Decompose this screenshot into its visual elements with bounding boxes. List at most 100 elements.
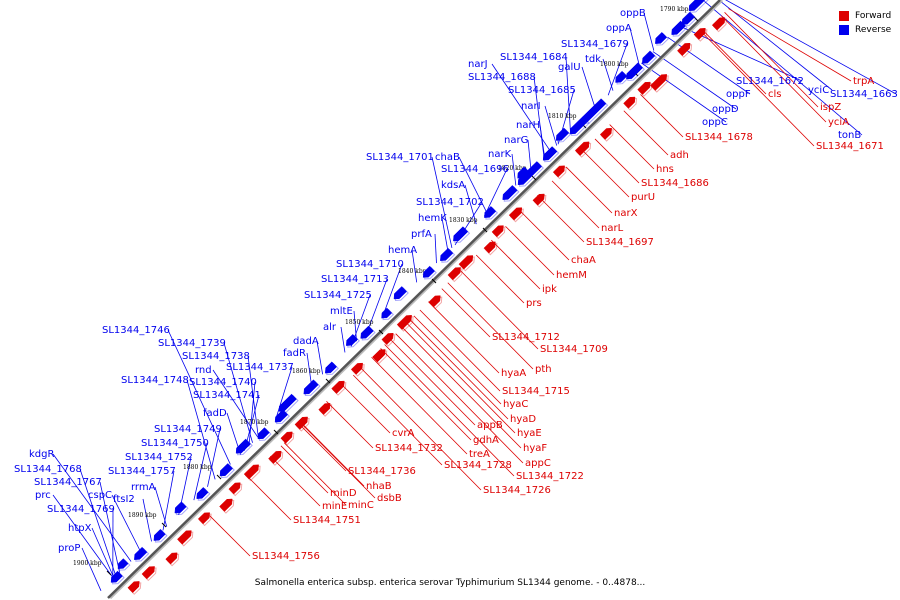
reverse-gene-label[interactable]: kdgR — [29, 449, 54, 460]
forward-gene-label[interactable]: SL1344_1756 — [252, 551, 320, 562]
forward-gene-label[interactable]: pth — [535, 364, 552, 375]
reverse-gene-label[interactable]: SL1344_1767 — [34, 477, 102, 488]
reverse-gene-label[interactable]: narI — [521, 101, 541, 112]
reverse-gene-label[interactable]: proP — [58, 543, 80, 554]
reverse-gene-label[interactable]: SL1344_1750 — [141, 438, 209, 449]
reverse-gene-label[interactable]: SL1344_1748 — [121, 375, 189, 386]
forward-gene-label[interactable]: purU — [631, 192, 655, 203]
reverse-gene-label[interactable]: dadA — [293, 336, 319, 347]
forward-gene-label[interactable]: SL1344_1712 — [492, 332, 560, 343]
reverse-gene-label[interactable]: rrmA — [131, 482, 156, 493]
reverse-gene-label[interactable]: rnd — [195, 365, 212, 376]
reverse-gene-label[interactable]: SL1344_1749 — [154, 424, 222, 435]
forward-gene-label[interactable]: hyaA — [501, 368, 526, 379]
forward-gene-label[interactable]: SL1344_1728 — [444, 460, 512, 471]
forward-gene-label[interactable]: SL1344_1726 — [483, 485, 551, 496]
reverse-gene-label[interactable]: hemK — [418, 213, 447, 224]
reverse-gene-label[interactable]: oppD — [712, 104, 739, 115]
reverse-gene-label[interactable]: SL1344_1741 — [193, 390, 261, 401]
reverse-gene-label[interactable]: fadD — [203, 408, 227, 419]
reverse-gene-label[interactable]: narH — [516, 120, 540, 131]
reverse-gene-label[interactable]: SL1344_1752 — [125, 452, 193, 463]
forward-gene-label[interactable]: appC — [525, 458, 551, 469]
reverse-gene-label[interactable]: SL1344_1663 — [830, 89, 898, 100]
forward-gene-label[interactable]: SL1344_1671 — [816, 141, 884, 152]
reverse-gene-label[interactable]: SL1344_1746 — [102, 325, 170, 336]
forward-gene-label[interactable]: ispZ — [820, 102, 841, 113]
reverse-gene-label[interactable]: SL1344_1701 — [366, 152, 434, 163]
forward-gene-label[interactable]: prs — [526, 298, 542, 309]
forward-gene-label[interactable]: trpA — [853, 76, 874, 87]
forward-gene-label[interactable]: appB — [477, 420, 503, 431]
forward-gene-label[interactable]: SL1344_1722 — [516, 471, 584, 482]
forward-gene-label[interactable]: ipk — [542, 284, 557, 295]
reverse-gene-label[interactable]: ftsI2 — [113, 494, 135, 505]
reverse-gene-label[interactable]: SL1344_1713 — [321, 274, 389, 285]
reverse-gene-label[interactable]: SL1344_1725 — [304, 290, 372, 301]
forward-gene-label[interactable]: SL1344_1686 — [641, 178, 709, 189]
reverse-gene-label[interactable]: SL1344_1740 — [189, 377, 257, 388]
forward-gene-label[interactable]: SL1344_1715 — [502, 386, 570, 397]
reverse-gene-label[interactable]: SL1344_1739 — [158, 338, 226, 349]
reverse-gene-label[interactable]: yciC — [808, 85, 829, 96]
reverse-gene-label[interactable]: SL1344_1685 — [508, 85, 576, 96]
reverse-gene-label[interactable]: narG — [504, 135, 528, 146]
reverse-gene-label[interactable]: galU — [558, 62, 581, 73]
reverse-gene-label[interactable]: oppB — [620, 8, 646, 19]
reverse-gene-label[interactable]: SL1344_1672 — [736, 76, 804, 87]
reverse-gene-label[interactable]: kdsA — [441, 180, 465, 191]
reverse-gene-label[interactable]: oppA — [606, 23, 632, 34]
forward-gene-label[interactable]: hyaE — [517, 428, 542, 439]
reverse-gene-label[interactable]: SL1344_1710 — [336, 259, 404, 270]
reverse-gene-label[interactable]: SL1344_1768 — [14, 464, 82, 475]
forward-gene-label[interactable]: chaA — [571, 255, 596, 266]
forward-gene-label[interactable]: SL1344_1697 — [586, 237, 654, 248]
reverse-gene-label[interactable]: htpX — [68, 523, 92, 534]
forward-gene-label[interactable]: dsbB — [377, 493, 402, 504]
reverse-gene-label[interactable]: hemA — [388, 245, 417, 256]
forward-gene-label[interactable]: nhaB — [366, 481, 392, 492]
reverse-gene-label[interactable]: oppF — [726, 89, 751, 100]
forward-gene-label[interactable]: minC — [348, 500, 374, 511]
forward-gene-label[interactable]: hyaC — [503, 399, 528, 410]
reverse-gene-label[interactable]: SL1344_1702 — [416, 197, 484, 208]
forward-gene-label[interactable]: SL1344_1736 — [348, 466, 416, 477]
reverse-gene-label[interactable]: SL1344_1679 — [561, 39, 629, 50]
forward-gene-label[interactable]: SL1344_1678 — [685, 132, 753, 143]
reverse-gene-label[interactable]: prfA — [411, 229, 432, 240]
reverse-gene-label[interactable]: SL1344_1696 — [441, 164, 509, 175]
forward-gene-label[interactable]: hyaF — [523, 443, 547, 454]
forward-gene-label[interactable]: SL1344_1732 — [375, 443, 443, 454]
reverse-gene-label[interactable]: SL1344_1688 — [468, 72, 536, 83]
forward-gene-label[interactable]: minD — [330, 488, 357, 499]
reverse-gene-label[interactable]: narJ — [468, 59, 488, 70]
reverse-gene-label[interactable]: SL1344_1738 — [182, 351, 250, 362]
forward-gene-label[interactable]: cvrA — [392, 428, 415, 439]
forward-gene-label[interactable]: SL1344_1709 — [540, 344, 608, 355]
forward-gene-label[interactable]: yciA — [828, 117, 849, 128]
reverse-gene-label[interactable]: fadR — [283, 348, 306, 359]
reverse-gene-label[interactable]: SL1344_1737 — [226, 362, 294, 373]
reverse-gene-label[interactable]: mltE — [330, 306, 353, 317]
reverse-gene-label[interactable]: chaB — [435, 152, 460, 163]
forward-gene-label[interactable]: hemM — [556, 270, 587, 281]
forward-gene-label[interactable]: narL — [601, 223, 624, 234]
reverse-gene-label[interactable]: SL1344_1769 — [47, 504, 115, 515]
reverse-gene-label[interactable]: SL1344_1757 — [108, 466, 176, 477]
reverse-gene-label[interactable]: tdk — [585, 54, 601, 65]
reverse-gene-label[interactable]: cspC — [88, 490, 112, 501]
reverse-gene-label[interactable]: tonB — [838, 130, 861, 141]
forward-gene-label[interactable]: treA — [469, 449, 490, 460]
forward-gene-label[interactable]: adh — [670, 150, 689, 161]
reverse-gene-label[interactable]: prc — [35, 490, 51, 501]
forward-gene-label[interactable]: hyaD — [510, 414, 536, 425]
forward-gene-label[interactable]: gdhA — [473, 435, 499, 446]
reverse-gene-label[interactable]: narK — [488, 149, 512, 160]
forward-gene-label[interactable]: cls — [768, 89, 782, 100]
forward-gene-label[interactable]: SL1344_1751 — [293, 515, 361, 526]
reverse-gene-label[interactable]: alr — [323, 322, 337, 333]
reverse-gene-label[interactable]: SL1344_1684 — [500, 52, 568, 63]
forward-gene-label[interactable]: minE — [322, 501, 347, 512]
forward-gene-label[interactable]: narX — [614, 208, 638, 219]
reverse-gene-label[interactable]: oppC — [702, 117, 728, 128]
